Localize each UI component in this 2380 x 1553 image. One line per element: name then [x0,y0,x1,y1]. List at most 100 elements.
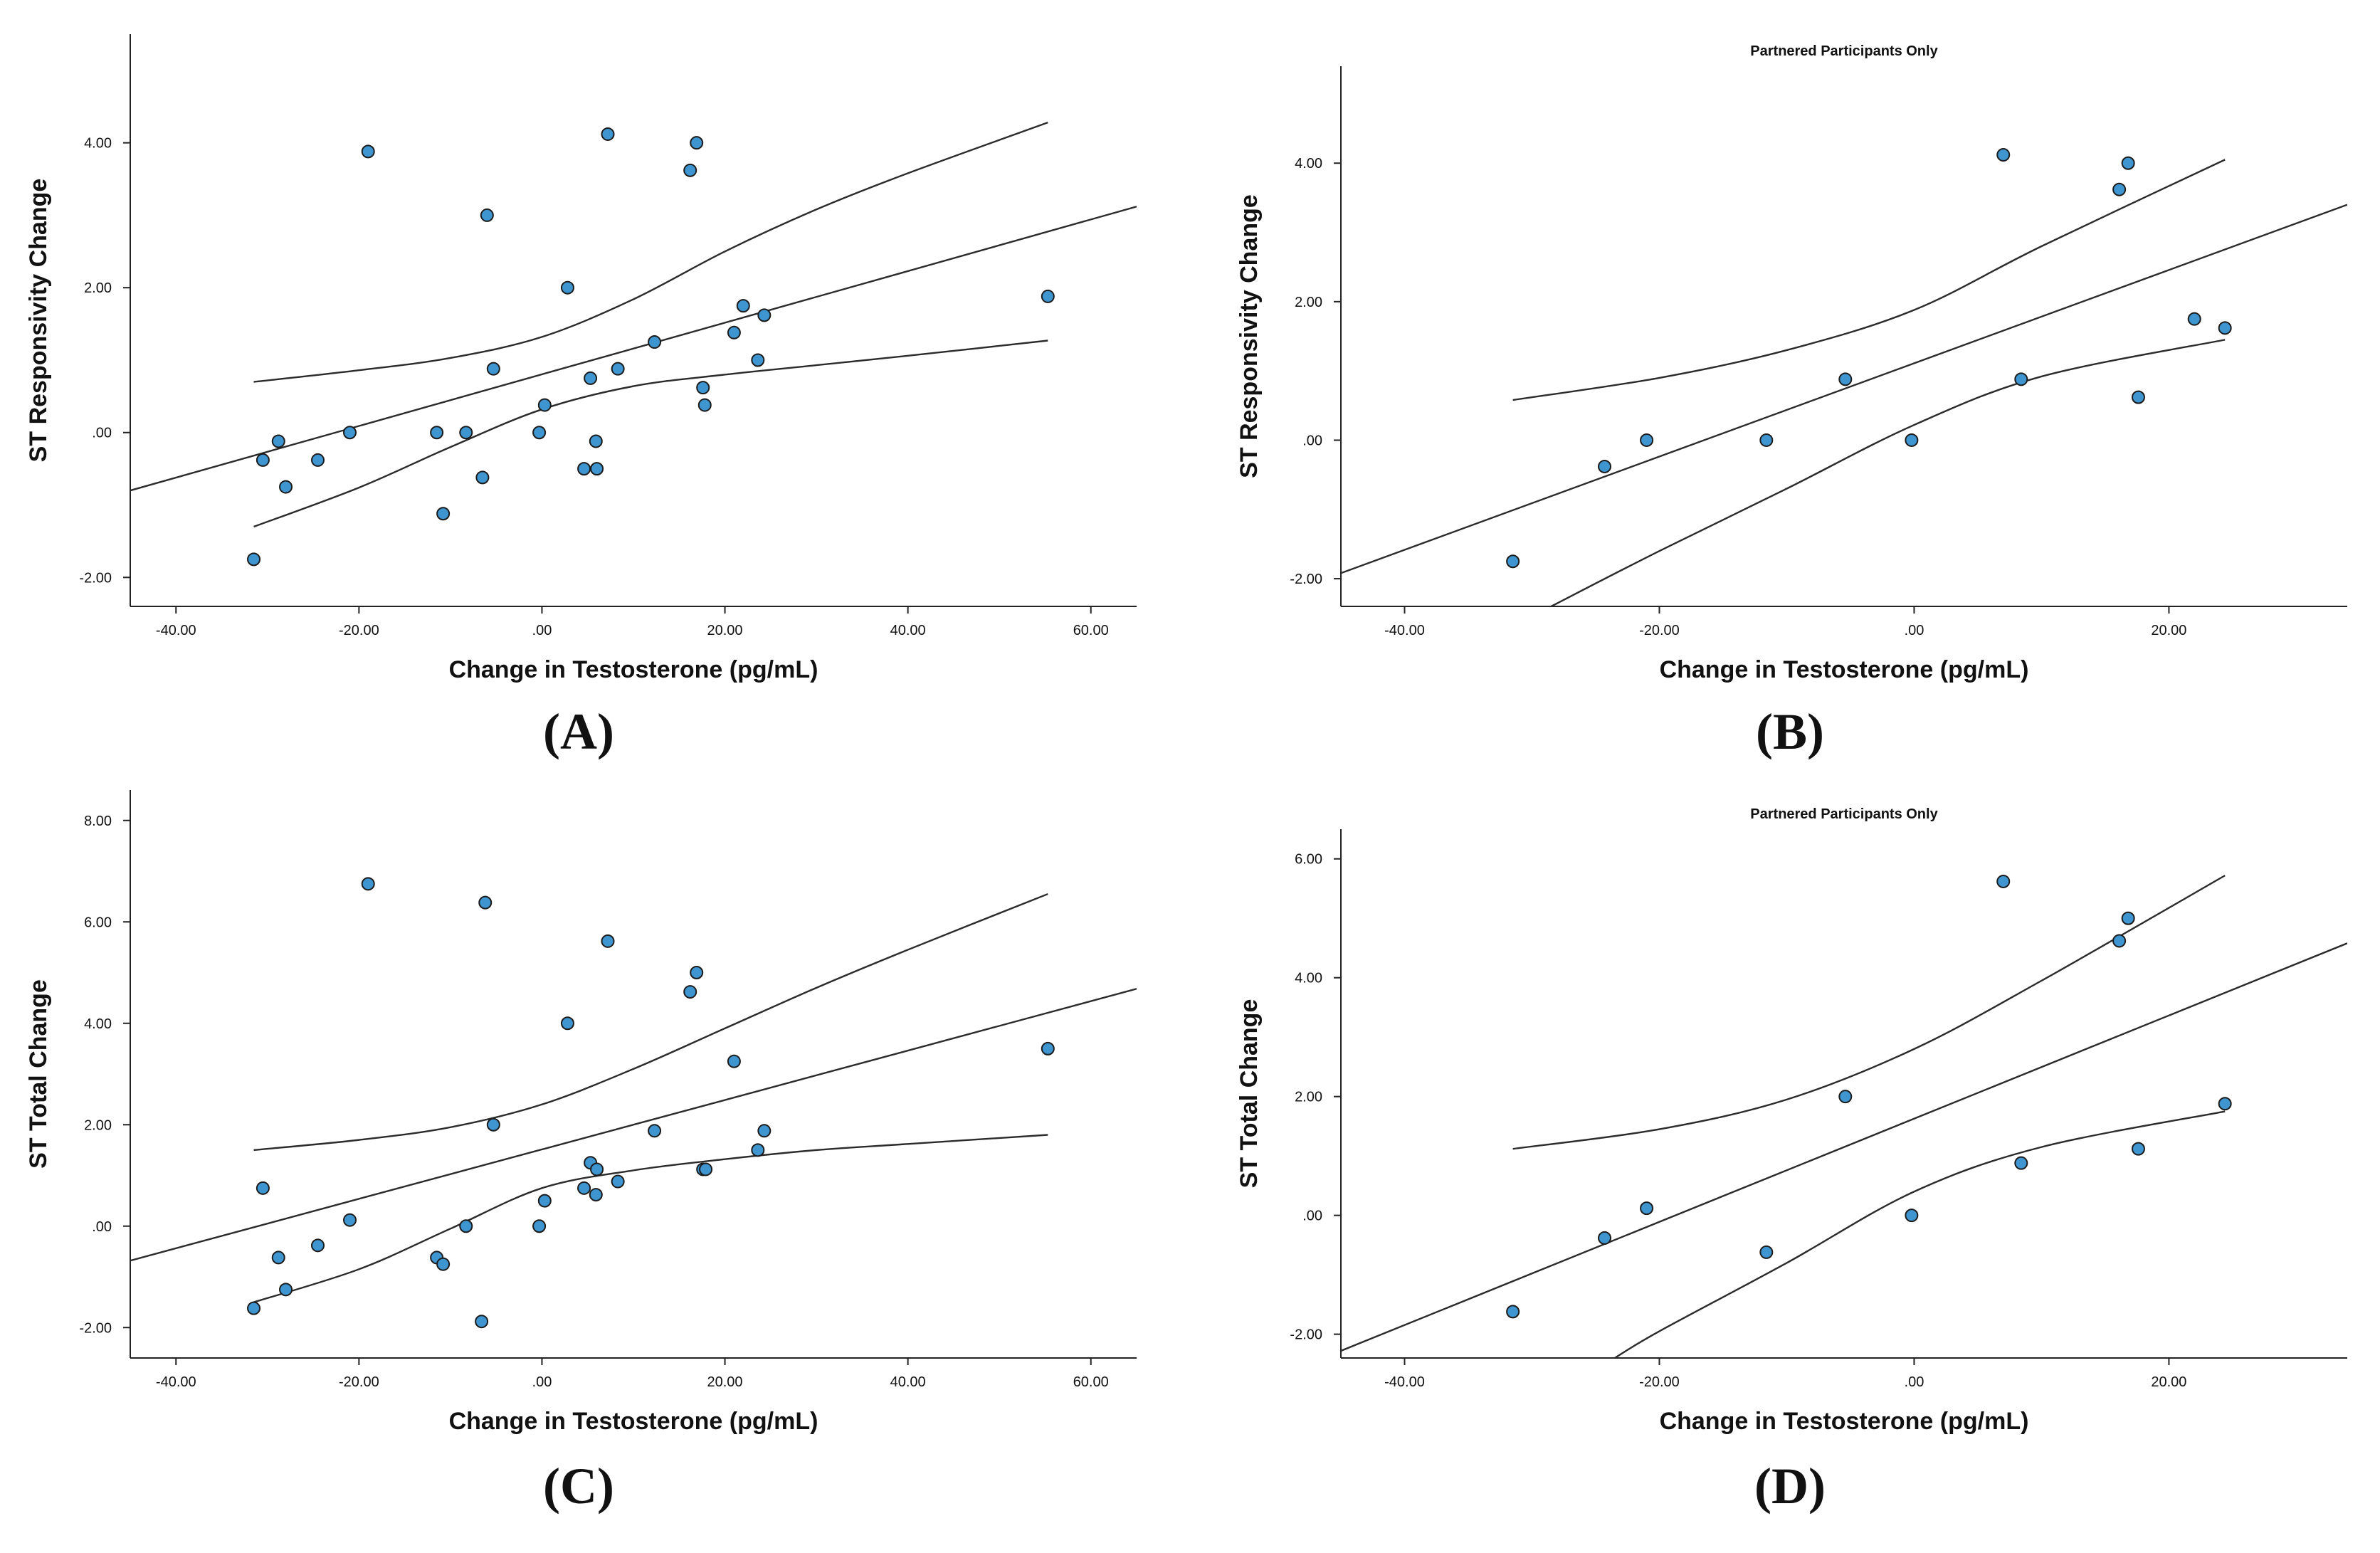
y-tick-label: 4.00 [84,136,112,152]
data-point [1598,459,1612,473]
x-axis-label: Change in Testosterone (pg/mL) [1660,656,2029,683]
data-point [343,1213,357,1227]
data-point [1506,554,1520,569]
data-point [757,1124,772,1138]
data-point [2218,1097,2232,1111]
data-point [611,362,625,376]
data-point [478,895,493,910]
x-tick-label: 60.00 [1073,623,1109,638]
data-point [486,362,500,376]
panel-label: (A) [543,703,614,760]
data-point [1598,1231,1612,1245]
data-point [2014,1156,2028,1170]
chart-panel-c: -40.00 -20.00 .00 20.00 40.00 60.00 -2.00 .00 2.… [25,790,1137,1515]
x-tick-label: .00 [532,623,552,638]
chart-panel-d: -40.00 -20.00 .00 20.00 -2.00 .00 2.00 4.00 6.00… [1236,806,2347,1515]
data-point [436,1257,451,1271]
x-tick-label: -40.00 [156,623,196,638]
x-tick-label: -40.00 [156,1374,196,1390]
y-tick-label: 2.00 [1295,295,1322,310]
data-point [601,127,615,141]
data-point [696,381,710,395]
data-point [311,453,325,467]
data-point [430,426,444,440]
data-point [279,480,293,494]
data-point [590,462,604,476]
data-point [532,1219,547,1233]
x-tick-label: 60.00 [1073,1374,1109,1390]
data-point [2014,372,2028,386]
chart-panel-b: -40.00 -20.00 .00 20.00 -2.00 .00 2.00 4.00 Chan… [1236,43,2347,760]
ci-upper-line [1512,875,2226,1150]
x-tick-label: 20.00 [2151,1374,2186,1390]
ci-upper-line [1512,159,2226,401]
y-tick-label: .00 [92,426,112,441]
y-tick-label: -2.00 [79,570,112,586]
y-tick-label: 2.00 [84,1117,112,1133]
data-point [2121,911,2135,925]
x-tick-label: .00 [1905,1374,1924,1390]
data-point [1996,148,2011,162]
data-point [1759,1245,1774,1259]
data-point [1905,1209,1919,1223]
data-point [247,1301,261,1315]
data-point [727,325,741,339]
x-axis-label: Change in Testosterone (pg/mL) [449,1408,818,1435]
data-point [343,426,357,440]
data-point [1759,433,1774,447]
x-tick-label: 20.00 [707,623,743,638]
chart-title: Partnered Participants Only [1750,806,1938,822]
data-point [271,1251,285,1265]
ci-lower-line [1614,1110,2226,1358]
x-tick-label: -20.00 [339,1374,379,1390]
data-point [683,163,697,177]
data-point [459,426,473,440]
data-point [699,1162,713,1176]
y-tick-label: 6.00 [1295,852,1322,868]
data-point [1640,433,1654,447]
data-point [1640,1201,1654,1216]
data-point [727,1054,741,1068]
y-axis-label: ST Responsivity Change [1236,194,1263,478]
x-tick-label: 20.00 [2151,623,2186,638]
data-point [589,1188,603,1202]
data-point [648,1124,662,1138]
data-point [247,552,261,567]
ci-upper-line [253,893,1048,1152]
x-tick-label: -40.00 [1384,1374,1425,1390]
y-axis-label: ST Total Change [25,979,52,1169]
data-point [1838,1090,1853,1104]
y-tick-label: -2.00 [1290,1327,1322,1343]
y-tick-label: 4.00 [1295,971,1322,986]
data-point [690,966,704,979]
data-point [279,1283,293,1297]
data-point [697,398,712,412]
y-tick-label: .00 [92,1219,112,1235]
y-tick-label: .00 [1302,1209,1322,1224]
data-point [2218,321,2232,335]
chart-panel-a: -40.00 -20.00 .00 20.00 40.00 60.00 -2.00 .00 2.… [25,34,1137,760]
data-point [1838,372,1853,386]
x-tick-label: -40.00 [1384,623,1425,638]
data-point [2131,390,2145,404]
data-point [1905,433,1919,447]
data-point [736,299,750,313]
data-point [590,1162,604,1176]
data-point [611,1174,625,1189]
data-point [2121,156,2135,170]
data-point [751,1143,765,1157]
data-point [271,434,285,448]
y-tick-label: 2.00 [84,280,112,296]
ci-lower-line [253,339,1048,528]
data-point [683,985,697,999]
x-tick-label: -20.00 [1639,1374,1680,1390]
data-point [475,470,490,485]
x-tick-label: .00 [532,1374,552,1390]
data-point [577,462,591,476]
y-tick-label: .00 [1302,433,1322,448]
panel-label: (C) [543,1458,614,1515]
x-tick-label: 40.00 [890,623,926,638]
data-point [751,353,765,367]
data-point [361,144,375,159]
panel-label: (B) [1756,703,1824,760]
